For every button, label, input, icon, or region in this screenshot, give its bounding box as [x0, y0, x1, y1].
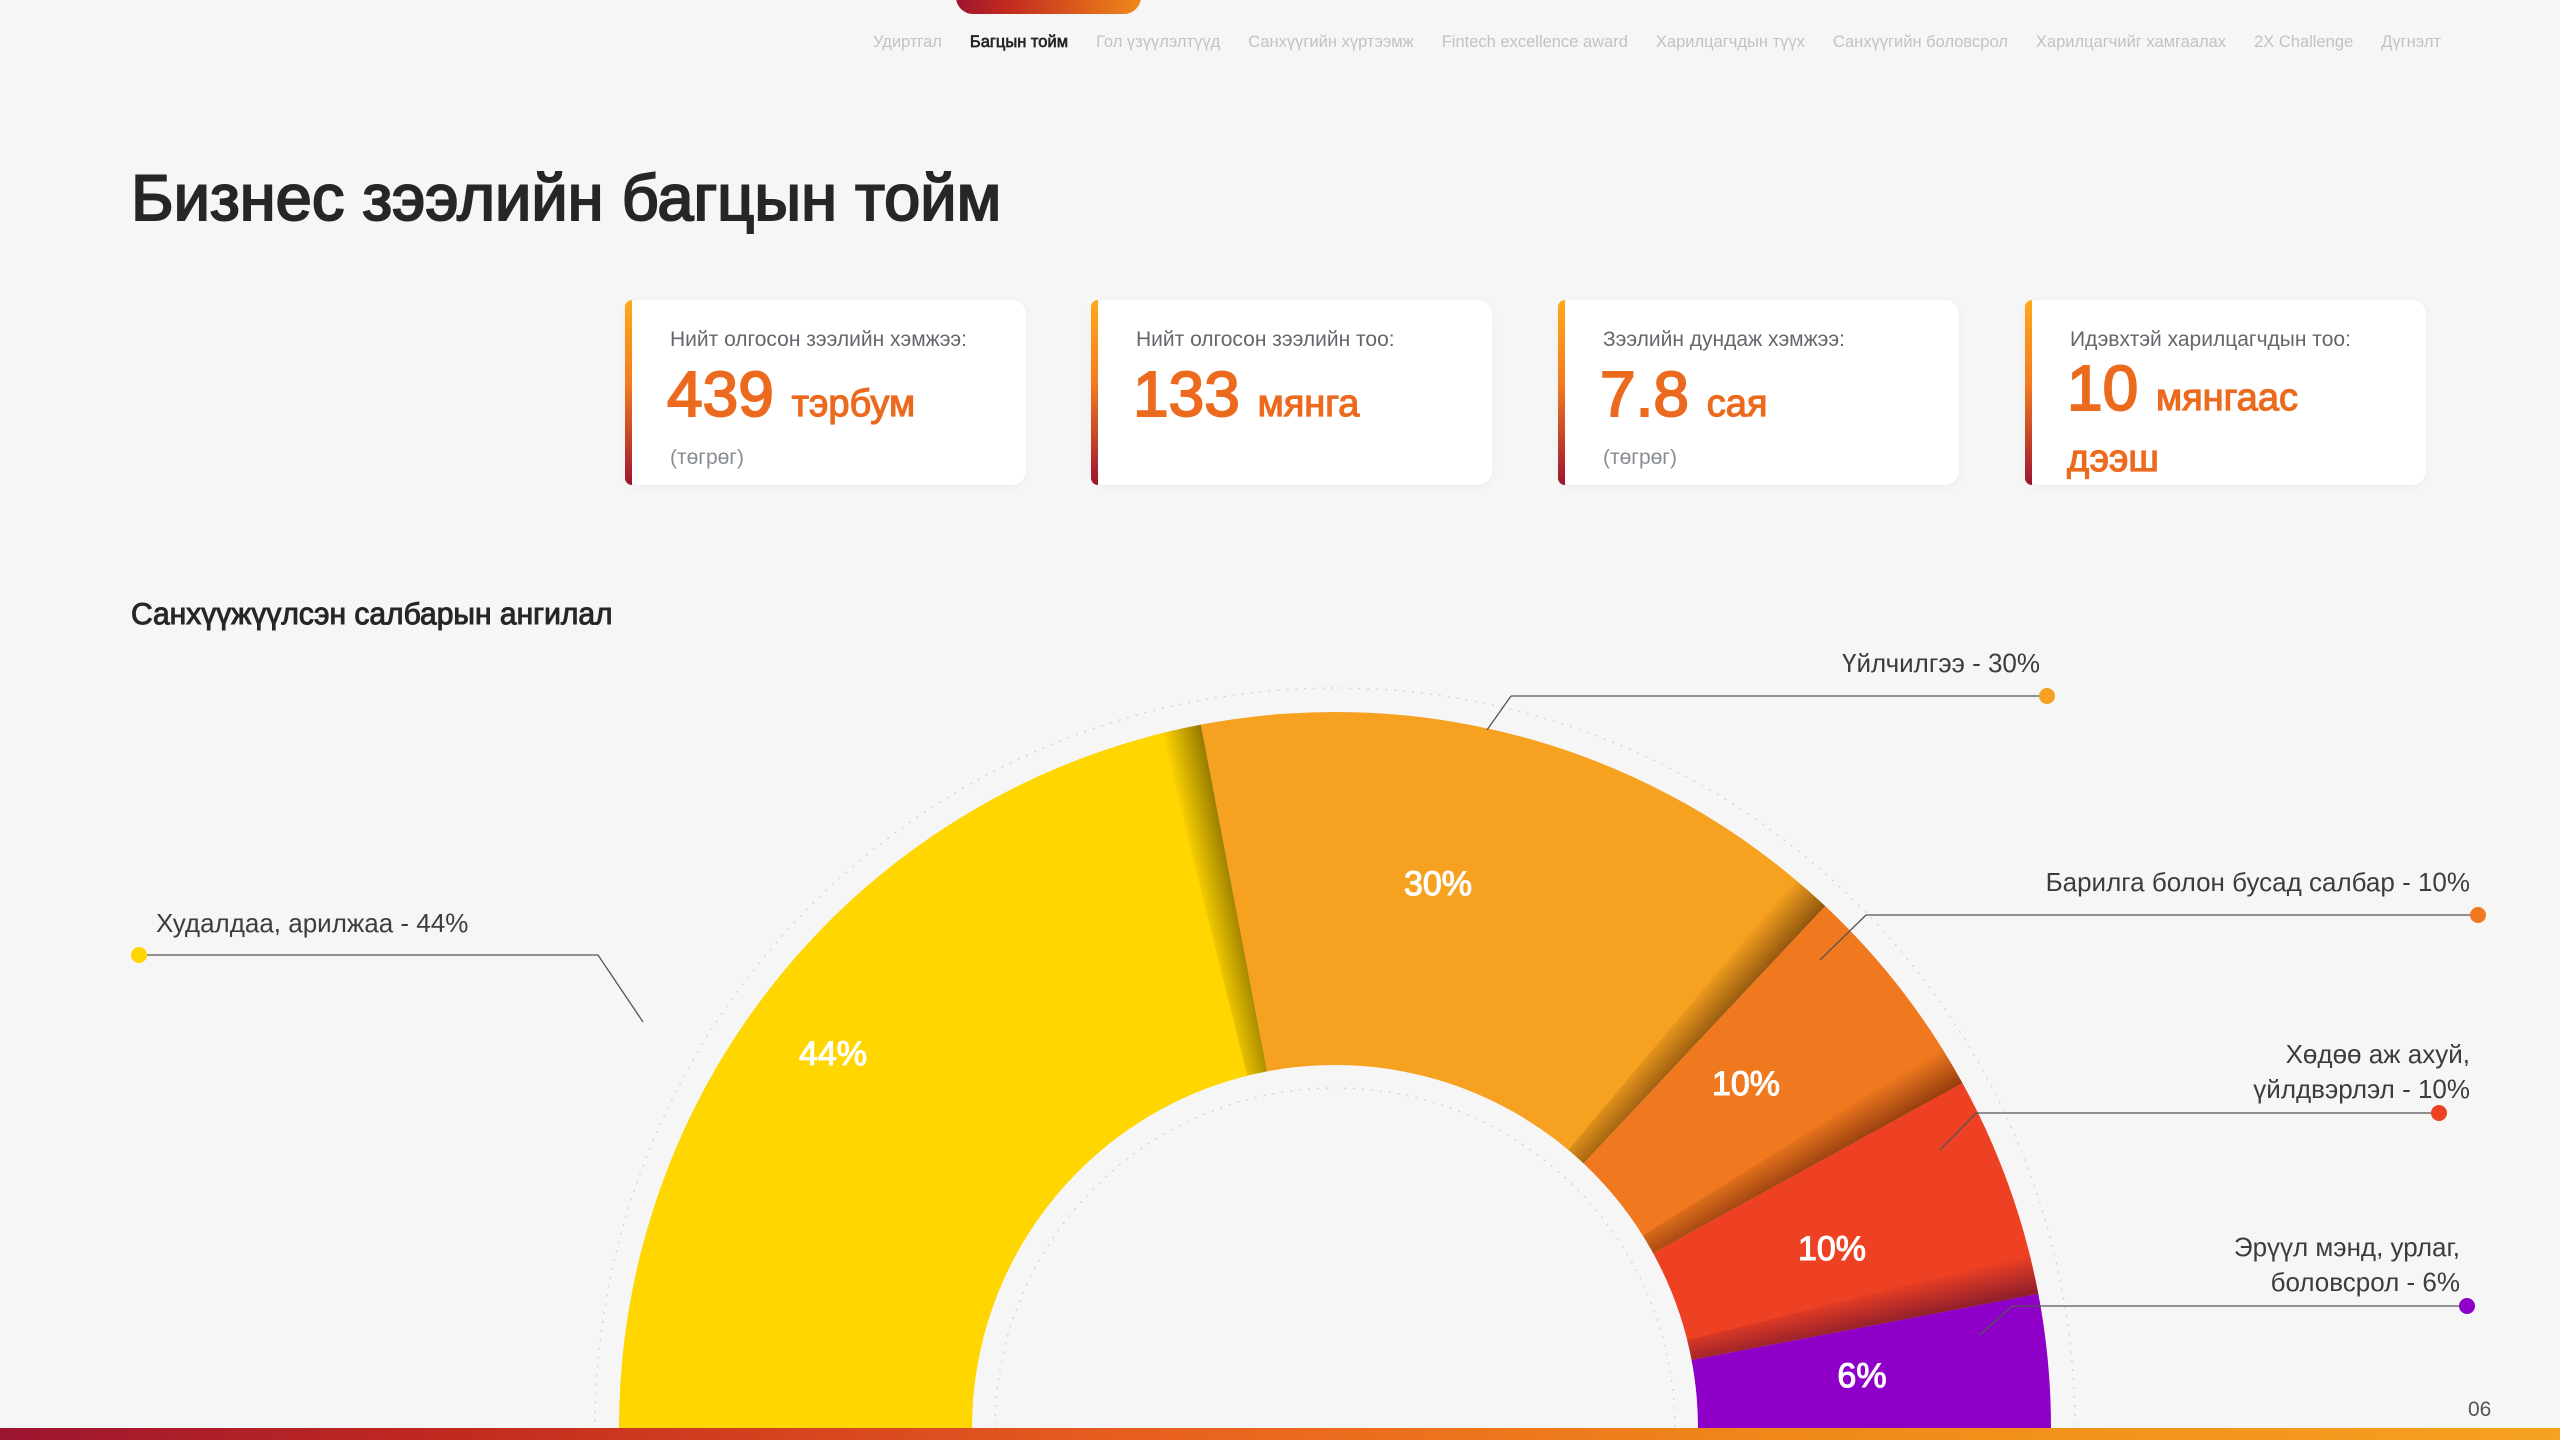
svg-text:44%: 44% [799, 1035, 867, 1073]
svg-text:6%: 6% [1837, 1357, 1886, 1395]
svg-text:10%: 10% [1798, 1230, 1866, 1268]
svg-text:30%: 30% [1404, 865, 1472, 903]
svg-text:10%: 10% [1712, 1065, 1780, 1103]
